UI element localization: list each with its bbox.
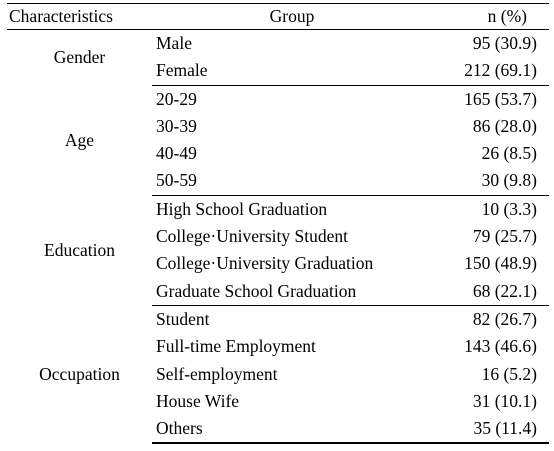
header-n-percent: n (%): [432, 3, 549, 30]
table-row: Self-employment 16 (5.2): [7, 361, 549, 388]
table-row: Others 35 (11.4): [7, 415, 549, 445]
group-cell: Graduate School Graduation: [152, 277, 432, 306]
n-percent-cell: 30 (9.8): [432, 167, 549, 196]
table-header: Characteristics Group n (%): [7, 3, 549, 30]
group-cell: Female: [152, 57, 432, 86]
characteristic-cell: Gender: [53, 46, 106, 67]
n-percent-cell: 95 (30.9): [472, 33, 537, 53]
n-percent-cell: 165 (53.7): [464, 88, 537, 109]
n-percent-cell: 26 (8.5): [481, 143, 537, 164]
group-cell: 20-29: [156, 88, 197, 109]
group-cell: Others: [152, 415, 432, 445]
table-row: Gender Male 95 (30.9): [7, 30, 549, 67]
table-row: College·University Graduation 150 (48.9): [7, 250, 549, 277]
group-cell: Male: [156, 33, 192, 53]
n-percent-cell: 82 (26.7): [472, 308, 537, 329]
group-cell: Student: [156, 308, 210, 329]
table-row: Graduate School Graduation 68 (22.1): [7, 277, 549, 306]
n-percent-cell: 212 (69.1): [432, 57, 549, 86]
group-cell: College·University Student: [156, 226, 348, 247]
n-percent-cell: 150 (48.9): [464, 253, 537, 274]
n-percent-cell: 143 (46.6): [464, 336, 537, 357]
n-percent-cell: 35 (11.4): [432, 415, 549, 445]
table-body: Gender Male 95 (30.9) Female 212 (69.1) Age 20…: [7, 30, 549, 445]
table-row: Occupation Student 82 (26.7): [7, 305, 549, 384]
demographics-table: Characteristics Group n (%) Gender Male 95…: [7, 3, 549, 445]
n-percent-cell: 16 (5.2): [481, 363, 537, 384]
group-cell: 40-49: [156, 143, 197, 164]
n-percent-cell: 10 (3.3): [481, 198, 537, 219]
table-row: House Wife 31 (10.1): [7, 388, 549, 415]
n-percent-cell: 68 (22.1): [432, 277, 549, 306]
table-row: College·University Student 79 (25.7): [7, 223, 549, 250]
table-row: 50-59 30 (9.8): [7, 167, 549, 196]
characteristic-cell: Education: [44, 239, 115, 260]
group-cell: College·University Graduation: [156, 253, 374, 274]
table-row: 30-39 86 (28.0): [7, 113, 549, 140]
header-group: Group: [152, 3, 432, 30]
n-percent-cell: 31 (10.1): [472, 390, 537, 411]
n-percent-cell: 86 (28.0): [472, 115, 537, 136]
group-cell: Self-employment: [156, 363, 278, 384]
header-row: Characteristics Group n (%): [7, 3, 549, 30]
table-row: Age 20-29 165 (53.7): [7, 85, 549, 150]
demographics-table-container: Characteristics Group n (%) Gender Male 95…: [7, 3, 549, 445]
group-cell: High School Graduation: [156, 198, 328, 219]
group-cell: 50-59: [152, 167, 432, 196]
table-row: Full-time Employment 143 (46.6): [7, 333, 549, 360]
group-cell: House Wife: [156, 390, 240, 411]
header-characteristics: Characteristics: [7, 3, 152, 30]
table-row: 40-49 26 (8.5): [7, 140, 549, 167]
n-percent-cell: 79 (25.7): [472, 226, 537, 247]
table-row: Education High School Graduation 10 (3.3): [7, 195, 549, 260]
characteristic-cell: Age: [64, 129, 95, 150]
characteristic-cell: Occupation: [39, 363, 120, 384]
table-row: Female 212 (69.1): [7, 57, 549, 86]
group-cell: Full-time Employment: [156, 336, 316, 357]
group-cell: 30-39: [156, 115, 197, 136]
